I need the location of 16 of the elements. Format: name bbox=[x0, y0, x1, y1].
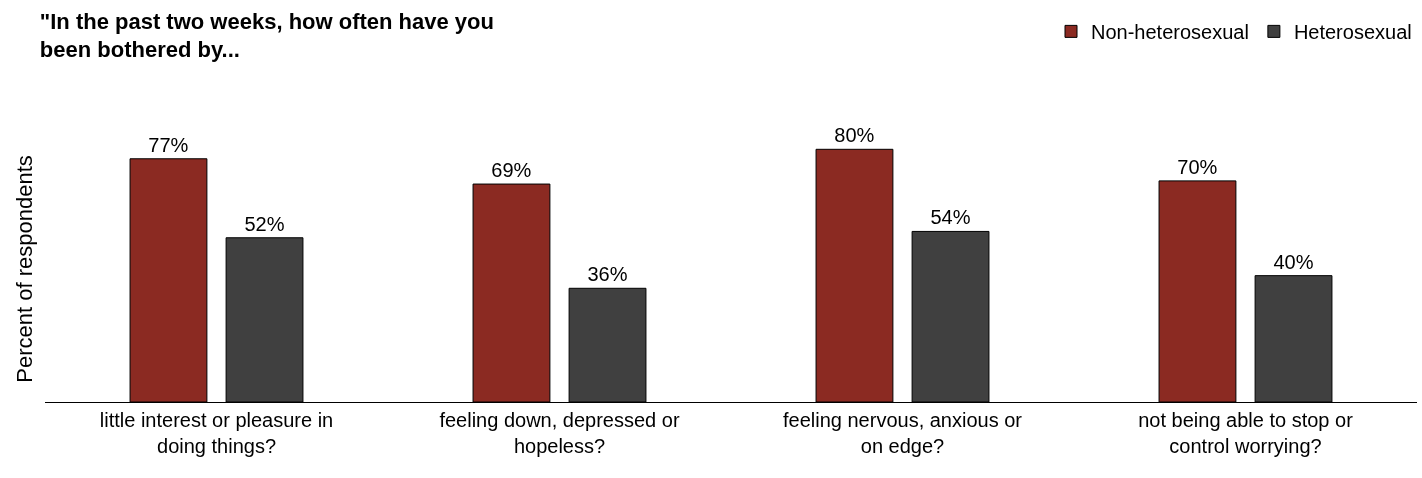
data-label: 70% bbox=[1177, 155, 1218, 178]
data-label: 80% bbox=[834, 124, 875, 147]
data-label: 69% bbox=[491, 159, 532, 182]
x-tick-label: little interest or pleasure in doing things? bbox=[99, 409, 334, 457]
data-label: 77% bbox=[148, 133, 189, 156]
data-label: 54% bbox=[930, 206, 971, 229]
y-axis-title: Percent of respondents bbox=[11, 155, 37, 383]
legend-label: Non-heterosexual bbox=[1091, 21, 1249, 44]
data-label: 40% bbox=[1273, 250, 1314, 273]
data-label: 52% bbox=[244, 212, 285, 235]
legend-label: Heterosexual bbox=[1293, 21, 1412, 44]
x-tick-label: not being able to stop or control worrying? bbox=[1138, 409, 1354, 457]
data-label: 36% bbox=[587, 263, 628, 286]
x-tick-label: feeling nervous, anxious or on edge? bbox=[782, 409, 1023, 457]
chart-title: "In the past two weeks, how often have you been bothered by... bbox=[39, 8, 494, 63]
x-tick-label: feeling down, depressed or hopeless? bbox=[439, 409, 680, 457]
